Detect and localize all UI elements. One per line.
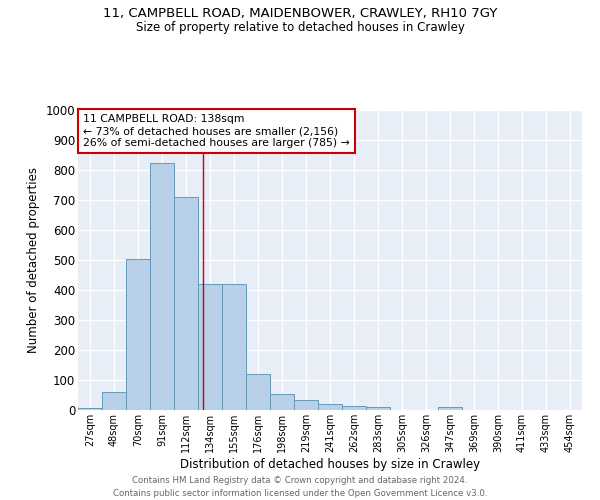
Text: 11 CAMPBELL ROAD: 138sqm
← 73% of detached houses are smaller (2,156)
26% of sem: 11 CAMPBELL ROAD: 138sqm ← 73% of detach… (83, 114, 350, 148)
Bar (198, 284, 222, 410)
Bar (150, 164, 174, 410)
Bar (126, 258, 150, 410)
X-axis label: Distribution of detached houses by size in Crawley: Distribution of detached houses by size … (180, 458, 480, 470)
Bar (294, 400, 318, 410)
Bar (174, 197, 198, 410)
Bar (222, 284, 246, 410)
Text: Contains HM Land Registry data © Crown copyright and database right 2024.
Contai: Contains HM Land Registry data © Crown c… (113, 476, 487, 498)
Y-axis label: Number of detached properties: Number of detached properties (27, 167, 40, 353)
Bar (270, 394, 294, 410)
Text: 11, CAMPBELL ROAD, MAIDENBOWER, CRAWLEY, RH10 7GY: 11, CAMPBELL ROAD, MAIDENBOWER, CRAWLEY,… (103, 8, 497, 20)
Text: Size of property relative to detached houses in Crawley: Size of property relative to detached ho… (136, 21, 464, 34)
Bar (246, 374, 270, 410)
Bar (438, 407, 462, 410)
Bar (102, 392, 126, 410)
Bar (78, 408, 102, 410)
Bar (342, 406, 366, 410)
Bar (366, 407, 390, 410)
Bar (318, 404, 342, 410)
